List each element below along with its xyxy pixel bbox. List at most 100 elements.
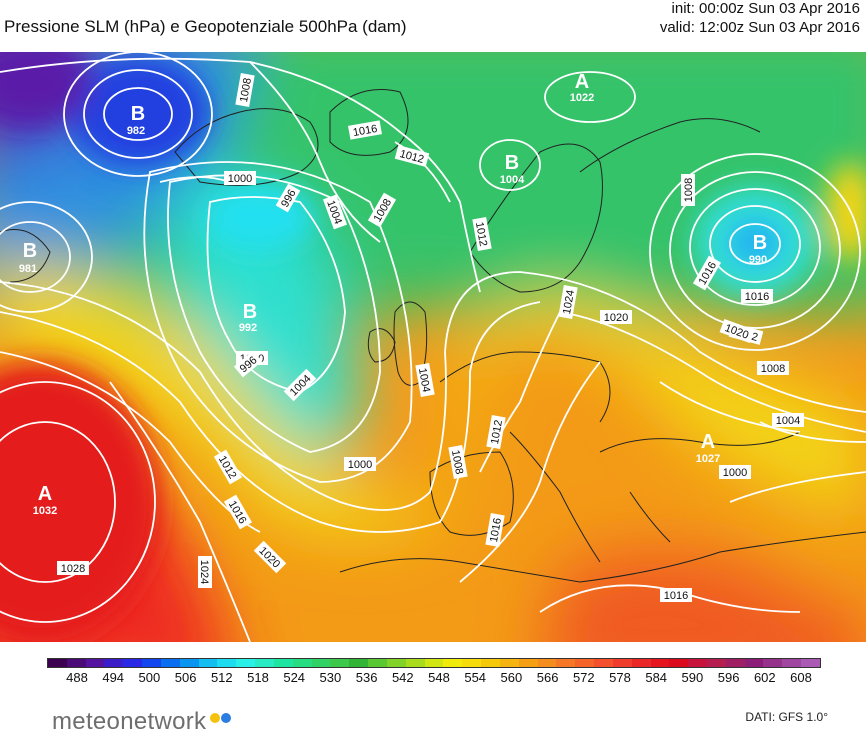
colorbar-tick-label: 494 [102, 670, 125, 685]
isobar-label: 1008 [681, 174, 695, 206]
colorbar-swatch [236, 659, 256, 667]
svg-text:1024: 1024 [561, 289, 577, 315]
svg-text:1016: 1016 [488, 517, 504, 543]
center-letter: A [701, 431, 715, 453]
isobar-label: 1016 [660, 588, 692, 602]
isobar-label: 1000 [719, 465, 751, 479]
colorbar-tick-label: 524 [283, 670, 306, 685]
colorbar-swatch [255, 659, 274, 667]
isobars [0, 52, 866, 642]
blue-dot-icon [221, 713, 231, 723]
colorbar-tick-label: 554 [464, 670, 487, 685]
svg-text:1000: 1000 [228, 173, 252, 185]
colorbar-tick-label: 506 [174, 670, 197, 685]
svg-text:1020: 1020 [604, 312, 628, 324]
svg-text:1000: 1000 [348, 459, 372, 471]
isobar-label: 1008 [235, 73, 255, 107]
svg-text:1008: 1008 [761, 363, 785, 375]
isobar-label: 1016 [485, 513, 505, 547]
colorbar-swatch [142, 659, 161, 667]
colorbar-tick-label: 530 [319, 670, 342, 685]
colorbar-swatch [518, 659, 538, 667]
center-value: 1032 [33, 505, 57, 517]
colorbar-tick-label: 500 [138, 670, 161, 685]
center-letter: B [505, 152, 519, 174]
colorbar-tick-label: 602 [753, 670, 776, 685]
svg-text:1000: 1000 [723, 467, 747, 479]
yellow-dot-icon [210, 713, 220, 723]
colorbar-swatch [481, 659, 500, 667]
weather-map: B 982 B 981 B 992 B 1004 A 1022 B 990 [0, 52, 866, 642]
colorbar-tick-label: 560 [500, 670, 523, 685]
isobar-label: 1000 [344, 457, 376, 471]
colorbar-swatch [292, 659, 312, 667]
pressure-center-low: B 990 [749, 232, 767, 266]
isobar-label: 1004 [772, 413, 804, 427]
colorbar-tick-label: 608 [790, 670, 812, 685]
isobar-label: 1020 [600, 310, 632, 324]
colorbar-tick-label: 590 [681, 670, 704, 685]
colorbar-tick-label: 488 [66, 670, 88, 685]
colorbar-swatch [104, 659, 124, 667]
center-value: 1027 [696, 453, 720, 465]
map-title: Pressione SLM (hPa) e Geopotenziale 500h… [4, 17, 407, 36]
colorbar-swatch [801, 659, 820, 667]
colorbar-tick-label: 578 [609, 670, 631, 685]
center-letter: B [23, 240, 37, 262]
coastlines [0, 89, 866, 583]
center-value: 1004 [500, 174, 525, 186]
colorbar-swatch [424, 659, 444, 667]
colorbar-swatch [349, 659, 369, 667]
colorbar-swatch [650, 659, 670, 667]
pressure-center-low: B 1004 [500, 152, 525, 186]
isobar-label: 1012 [486, 415, 506, 449]
colorbar-swatch [198, 659, 218, 667]
svg-text:1016: 1016 [664, 590, 688, 602]
isobar-label: 1016 [348, 120, 382, 140]
colorbar [47, 658, 821, 668]
svg-text:1008: 1008 [238, 77, 254, 103]
isobar-label: 1024 [198, 556, 212, 588]
colorbar-swatch [273, 659, 293, 667]
colorbar-swatch [537, 659, 557, 667]
colorbar-swatch [499, 659, 519, 667]
pressure-center-high: A 1032 [33, 483, 57, 517]
colorbar-tick-label: 518 [247, 670, 269, 685]
isobar-label: 1008 [448, 445, 468, 479]
colorbar-swatch [556, 659, 576, 667]
colorbar-swatch [744, 659, 764, 667]
colorbar-swatch [160, 659, 180, 667]
pressure-center-low: B 992 [239, 301, 257, 334]
center-value: 992 [239, 322, 257, 334]
colorbar-tick-label: 596 [717, 670, 740, 685]
svg-text:1012: 1012 [473, 221, 489, 247]
colorbar-swatch [48, 659, 67, 667]
colorbar-swatch [688, 659, 707, 667]
colorbar-tick-label: 542 [391, 670, 414, 685]
isobar-label: 1012 [472, 217, 492, 251]
valid-time: valid: 12:00z Sun 03 Apr 2016 [659, 19, 860, 36]
svg-text:1008: 1008 [449, 449, 465, 475]
isobar-label: 1016 [741, 289, 773, 303]
colorbar-swatch [311, 659, 331, 667]
center-letter: B [753, 232, 767, 254]
brand-logo-text: meteonetwork [52, 708, 207, 735]
colorbar-tick-label: 548 [428, 670, 450, 685]
colorbar-swatch [575, 659, 595, 667]
colorbar-swatch [462, 659, 482, 667]
colorbar-swatch [123, 659, 143, 667]
isobar-label: 1000 [224, 171, 256, 185]
colorbar-swatch [179, 659, 199, 667]
center-value: 1022 [570, 92, 594, 104]
colorbar-tick-label: 512 [210, 670, 233, 685]
center-value: 981 [19, 263, 37, 275]
brand-logo-dots [210, 711, 240, 725]
isobar-label: 1008 [757, 361, 789, 375]
colorbar-swatch [706, 659, 726, 667]
svg-text:1004: 1004 [416, 367, 432, 393]
colorbar-swatch [386, 659, 406, 667]
center-letter: B [131, 103, 145, 125]
svg-text:1004: 1004 [776, 415, 800, 427]
svg-text:1008: 1008 [683, 178, 695, 202]
colorbar-tick-label: 566 [536, 670, 559, 685]
